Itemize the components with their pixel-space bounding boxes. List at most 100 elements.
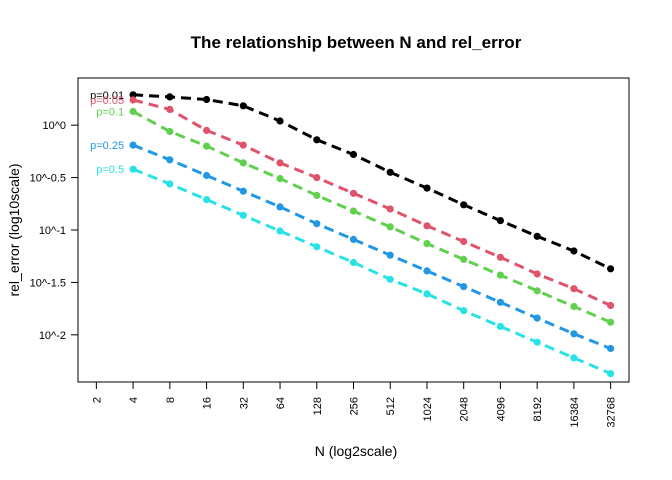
- x-axis: 2 4 8 16 32 64 128 256 512 1024 2048 4096 8192 16384 3…: [91, 382, 618, 428]
- data-point: [460, 283, 468, 291]
- x-tick-label: 512: [385, 397, 397, 415]
- data-point: [349, 207, 358, 215]
- y-tick-label: 10^-0.5: [30, 173, 66, 185]
- data-point: [496, 322, 504, 330]
- data-point: [570, 302, 578, 311]
- series-line: [133, 93, 612, 271]
- data-point: [129, 165, 137, 173]
- data-point: [607, 318, 615, 326]
- x-tick-label: 16: [202, 397, 214, 409]
- data-point: [533, 287, 541, 295]
- x-tick-label: 4096: [495, 397, 507, 421]
- y-axis-label: rel_error (log10scale): [6, 163, 22, 296]
- data-point: [423, 222, 431, 230]
- data-point: [313, 220, 321, 228]
- data-point: [460, 201, 468, 209]
- series-labels: p=0.01p=0.05p=0.1 p=0.25 p=0.5: [90, 90, 124, 176]
- series-group: [129, 91, 615, 378]
- data-point: [570, 247, 578, 255]
- series-label: p=0.5: [96, 164, 124, 176]
- data-point: [496, 217, 504, 225]
- data-point: [570, 330, 578, 338]
- data-point: [276, 175, 284, 183]
- data-point: [129, 91, 137, 99]
- data-point: [203, 196, 211, 204]
- y-tick-label: 10^-2: [39, 330, 66, 342]
- data-point: [166, 156, 174, 164]
- chart-title: The relationship between N and rel_error: [191, 33, 522, 52]
- data-point: [349, 150, 358, 159]
- data-point: [166, 127, 174, 136]
- data-point: [129, 141, 137, 149]
- series-line: [132, 143, 612, 350]
- data-point: [313, 243, 321, 251]
- plot-frame: [77, 77, 630, 383]
- data-point: [349, 189, 358, 197]
- data-point: [276, 117, 284, 125]
- x-tick-label: 128: [312, 397, 324, 415]
- data-point: [386, 168, 394, 176]
- data-point: [386, 223, 394, 231]
- data-point: [460, 255, 468, 263]
- data-point: [496, 271, 504, 279]
- data-point: [166, 105, 174, 113]
- data-point: [166, 93, 174, 101]
- x-tick-label: 64: [275, 397, 287, 409]
- y-axis: 10^0 10^-0.5 10^-1 10^-1.5 10^-2: [30, 120, 78, 342]
- series-label: p=0.01: [90, 90, 124, 102]
- x-tick-label: 8192: [532, 397, 544, 421]
- data-point: [423, 290, 431, 298]
- data-point: [276, 227, 284, 235]
- data-point: [533, 314, 541, 322]
- data-point: [239, 141, 247, 149]
- x-tick-label: 16384: [569, 397, 581, 428]
- data-point: [460, 307, 468, 315]
- data-point: [239, 159, 247, 167]
- data-point: [203, 95, 211, 104]
- data-point: [313, 174, 321, 182]
- data-point: [423, 240, 431, 248]
- data-point: [607, 344, 615, 353]
- data-point: [203, 142, 211, 150]
- data-point: [129, 96, 137, 104]
- x-tick-label: 32: [238, 397, 250, 409]
- data-point: [423, 184, 431, 192]
- x-tick-label: 256: [349, 397, 361, 415]
- data-point: [386, 251, 394, 259]
- data-point: [607, 370, 615, 378]
- series-label: p=0.05: [90, 95, 124, 107]
- data-point: [496, 253, 504, 261]
- series-line: [132, 167, 612, 375]
- x-axis-label: N (log2scale): [315, 443, 397, 459]
- data-point: [570, 354, 578, 362]
- x-tick-label: 1024: [422, 397, 434, 421]
- y-tick-label: 10^-1.5: [30, 277, 66, 289]
- series-line: [132, 98, 612, 307]
- x-tick-label: 2048: [459, 397, 471, 421]
- data-point: [423, 267, 431, 275]
- data-point: [239, 187, 247, 195]
- data-point: [313, 191, 321, 199]
- series-line: [132, 110, 612, 324]
- data-point: [533, 270, 541, 278]
- data-point: [386, 205, 394, 213]
- data-point: [166, 180, 174, 188]
- data-point: [533, 232, 541, 240]
- x-tick-label: 4: [128, 397, 140, 403]
- data-point: [239, 102, 247, 110]
- data-point: [496, 298, 504, 306]
- data-point: [607, 301, 615, 310]
- data-point: [533, 338, 541, 346]
- data-point: [386, 275, 394, 283]
- data-point: [349, 235, 358, 243]
- x-tick-label: 8: [165, 397, 177, 403]
- data-point: [276, 203, 284, 211]
- data-point: [276, 159, 284, 167]
- data-point: [129, 107, 137, 116]
- data-point: [203, 126, 211, 134]
- y-tick-label: 10^0: [42, 120, 66, 132]
- series-label: p=0.1: [96, 107, 124, 119]
- data-point: [460, 237, 468, 246]
- data-point: [570, 285, 578, 293]
